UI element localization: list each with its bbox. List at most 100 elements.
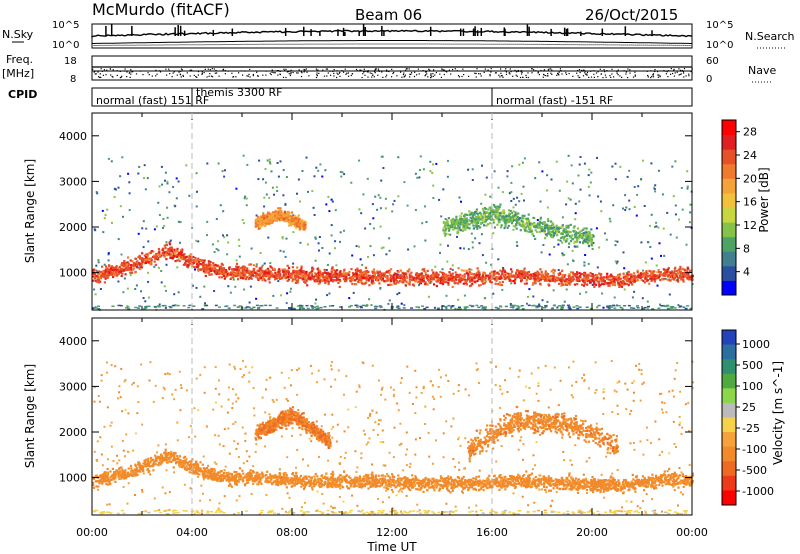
data-pixel: [480, 233, 483, 236]
data-pixel: [276, 212, 279, 215]
data-pixel: [417, 273, 420, 276]
data-pixel: [550, 307, 554, 310]
data-pixel: [281, 237, 284, 240]
data-pixel: [478, 242, 481, 245]
data-pixel: [296, 270, 299, 273]
data-pixel: [203, 285, 206, 288]
data-pixel: [654, 225, 656, 228]
nave-point: [665, 73, 667, 75]
nave-point: [568, 72, 570, 75]
data-pixel: [507, 277, 510, 280]
nave-point: [193, 74, 195, 76]
data-pixel: [241, 218, 244, 221]
data-pixel: [220, 267, 223, 270]
data-pixel: [196, 264, 200, 267]
data-pixel: [97, 305, 100, 307]
nave-point: [519, 76, 522, 79]
data-pixel: [212, 267, 215, 270]
data-pixel: [418, 276, 421, 279]
data-pixel: [650, 162, 653, 165]
nave-point: [195, 76, 197, 78]
data-pixel: [327, 280, 330, 283]
data-pixel: [114, 188, 117, 191]
data-pixel: [462, 269, 466, 272]
data-pixel: [240, 271, 243, 274]
nave-point: [179, 74, 182, 76]
nave-point: [400, 71, 402, 73]
data-pixel: [520, 192, 523, 195]
data-pixel: [152, 255, 155, 258]
data-pixel: [364, 227, 367, 230]
data-pixel: [275, 307, 279, 309]
data-pixel: [265, 213, 268, 216]
data-pixel: [501, 191, 504, 194]
data-pixel: [441, 278, 444, 281]
data-pixel: [129, 271, 132, 274]
data-pixel: [537, 271, 540, 275]
data-pixel: [588, 274, 591, 277]
data-pixel: [493, 277, 496, 280]
data-pixel: [394, 273, 397, 276]
data-pixel: [543, 279, 546, 282]
data-pixel: [587, 174, 590, 177]
data-pixel: [174, 260, 177, 263]
data-pixel: [557, 239, 560, 242]
data-pixel: [565, 278, 568, 281]
data-pixel: [282, 274, 285, 277]
data-pixel: [243, 197, 246, 200]
data-pixel: [424, 239, 427, 242]
data-pixel: [120, 274, 123, 278]
data-pixel: [633, 279, 636, 282]
data-pixel: [542, 244, 545, 246]
data-pixel: [560, 284, 563, 287]
data-pixel: [445, 307, 448, 310]
data-pixel: [330, 274, 333, 277]
data-pixel: [242, 154, 245, 157]
data-pixel: [487, 277, 490, 280]
data-pixel: [511, 222, 514, 225]
data-pixel: [625, 277, 628, 280]
data-pixel: [351, 282, 354, 285]
data-pixel: [330, 234, 333, 237]
data-pixel: [450, 277, 453, 281]
data-pixel: [460, 269, 463, 272]
data-pixel: [105, 272, 108, 275]
data-pixel: [181, 258, 184, 261]
data-pixel: [648, 274, 652, 277]
data-pixel: [243, 266, 246, 269]
data-pixel: [264, 168, 267, 170]
data-pixel: [283, 268, 286, 271]
date-title: 26/Oct/2015: [585, 6, 678, 24]
data-pixel: [589, 272, 592, 275]
nave-point: [489, 75, 491, 77]
data-pixel: [221, 170, 224, 173]
data-pixel: [128, 209, 131, 211]
nave-point: [97, 71, 99, 73]
nave-point: [168, 68, 170, 70]
nave-point: [209, 69, 211, 71]
data-pixel: [501, 288, 504, 291]
data-pixel: [379, 277, 382, 280]
data-pixel: [518, 272, 521, 275]
data-pixel: [492, 272, 495, 275]
nave-point: [155, 75, 157, 77]
data-pixel: [449, 273, 452, 276]
data-pixel: [593, 280, 596, 283]
nave-point: [547, 73, 549, 75]
data-pixel: [577, 277, 580, 280]
nave-point: [547, 75, 549, 77]
nave-point: [616, 71, 618, 73]
data-pixel: [521, 270, 524, 273]
data-pixel: [139, 257, 142, 260]
data-pixel: [317, 276, 320, 279]
data-pixel: [633, 280, 636, 283]
data-pixel: [107, 271, 110, 274]
data-pixel: [219, 204, 222, 207]
data-pixel: [520, 305, 524, 307]
data-pixel: [199, 295, 202, 298]
data-pixel: [212, 265, 215, 268]
data-pixel: [119, 175, 122, 178]
data-pixel: [499, 269, 502, 272]
nave-point: [101, 70, 103, 72]
nave-point: [505, 68, 507, 70]
